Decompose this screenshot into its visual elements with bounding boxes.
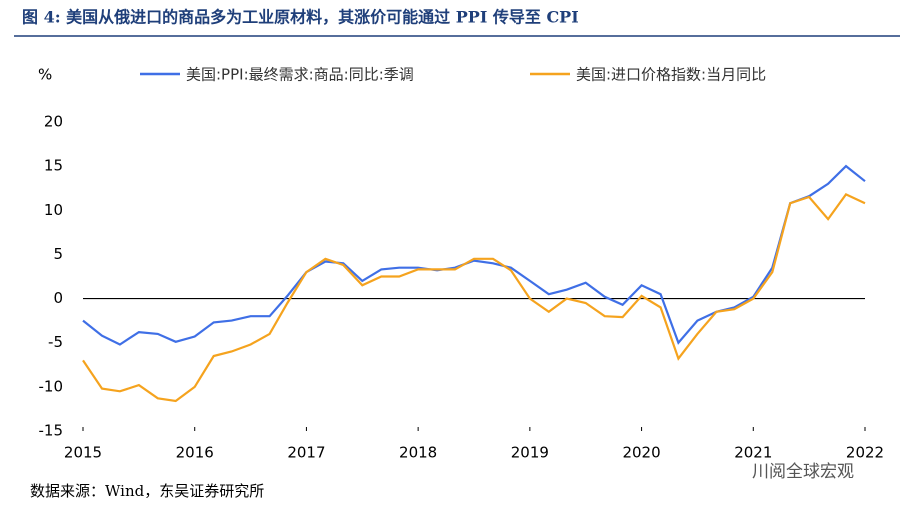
y-tick-label: -10 — [39, 377, 64, 395]
x-tick-label: 2015 — [64, 444, 102, 462]
y-tick-label: 0 — [53, 289, 63, 307]
x-tick-label: 2018 — [399, 444, 437, 462]
x-tick-label: 2022 — [846, 444, 884, 462]
chart-title: 图 4: 美国从俄进口的商品多为工业原材料，其涨价可能通过 PPI 传导至 CP… — [22, 8, 579, 27]
x-tick-label: 2019 — [511, 444, 549, 462]
y-tick-label: 15 — [44, 157, 63, 175]
series-line — [82, 164, 866, 346]
series-line — [82, 193, 866, 403]
y-tick-label: 20 — [44, 113, 63, 131]
y-tick-label: 5 — [53, 245, 63, 263]
x-tick-label: 2016 — [176, 444, 214, 462]
x-tick-label: 2021 — [734, 444, 772, 462]
y-tick-label: 10 — [44, 201, 63, 219]
y-tick-label: -5 — [48, 333, 63, 351]
source: 数据来源：Wind，东吴证券研究所 — [30, 482, 264, 500]
watermark: 川阅全球宏观 — [752, 462, 854, 482]
legend-label: 美国:PPI:最终需求:商品:同比:季调 — [186, 66, 414, 84]
x-tick-label: 2017 — [287, 444, 325, 462]
x-tick-label: 2020 — [622, 444, 660, 462]
y-tick-label: -15 — [39, 422, 64, 440]
legend-label: 美国:进口价格指数:当月同比 — [576, 66, 766, 84]
y-axis-label: % — [38, 66, 52, 84]
